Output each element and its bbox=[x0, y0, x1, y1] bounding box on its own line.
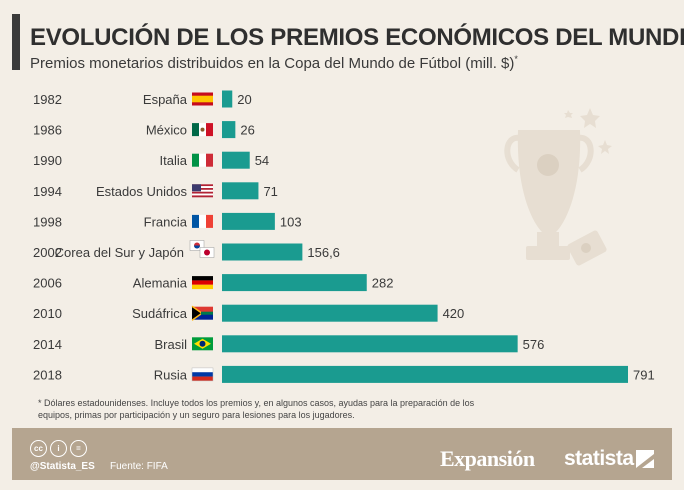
host-country-label: Sudáfrica bbox=[132, 306, 188, 321]
host-country-label: Corea del Sur y Japón bbox=[55, 245, 184, 260]
bar bbox=[222, 304, 438, 322]
chart-row: 2014 Brasil 576 bbox=[33, 335, 545, 353]
value-label: 54 bbox=[255, 153, 269, 168]
host-country-label: Estados Unidos bbox=[96, 184, 188, 199]
germany-flag-icon bbox=[192, 276, 213, 290]
bar bbox=[222, 335, 518, 353]
chart-row: 1990 Italia 54 bbox=[33, 151, 269, 169]
bar-chart: 1982 España 20 1986 México 26 1990 Italia 54 1994… bbox=[33, 90, 655, 383]
value-label: 420 bbox=[443, 306, 465, 321]
chart-row: 2006 Alemania 282 bbox=[33, 274, 394, 292]
trophy-icon bbox=[504, 108, 612, 266]
value-label: 26 bbox=[240, 123, 254, 138]
footnote: * Dólares estadounidenses. Incluye todos… bbox=[38, 398, 475, 420]
year-tick-label: 2006 bbox=[33, 276, 62, 291]
bar bbox=[222, 243, 303, 261]
year-tick-label: 1982 bbox=[33, 92, 62, 107]
value-label: 576 bbox=[523, 337, 545, 352]
mexico-flag-icon bbox=[192, 123, 213, 137]
chart-row: 1994 Estados Unidos 71 bbox=[33, 182, 278, 200]
title-accent-bar bbox=[12, 14, 20, 70]
value-label: 103 bbox=[280, 214, 302, 229]
value-label: 156,6 bbox=[307, 245, 340, 260]
host-country-label: Francia bbox=[144, 214, 188, 229]
year-tick-label: 2018 bbox=[33, 367, 62, 382]
russia-flag-icon bbox=[191, 367, 214, 382]
brazil-flag-icon bbox=[192, 337, 213, 351]
host-country-label: México bbox=[146, 123, 187, 138]
host-country-label: Italia bbox=[160, 153, 188, 168]
chart-subtitle: Premios monetarios distribuidos en la Co… bbox=[30, 54, 518, 72]
bar bbox=[222, 151, 250, 169]
chart-row: 2018 Rusia 791 bbox=[33, 365, 655, 383]
host-country-label: España bbox=[143, 92, 188, 107]
value-label: 20 bbox=[237, 92, 251, 107]
footer: cc i = @Statista_ES Fuente: FIFA Expansi… bbox=[12, 428, 672, 480]
year-tick-label: 1986 bbox=[33, 123, 62, 138]
value-label: 282 bbox=[372, 276, 394, 291]
chart-row: 1982 España 20 bbox=[33, 90, 252, 108]
france-flag-icon bbox=[192, 214, 213, 228]
value-label: 791 bbox=[633, 367, 655, 382]
year-tick-label: 2014 bbox=[33, 337, 62, 352]
subtitle-text: Premios monetarios distribuidos en la Co… bbox=[30, 55, 515, 72]
italy-flag-icon bbox=[192, 153, 213, 167]
year-tick-label: 1990 bbox=[33, 153, 62, 168]
expansion-logo[interactable]: Expansión bbox=[440, 446, 535, 471]
nd-icon: = bbox=[70, 440, 87, 457]
host-country-label: Rusia bbox=[154, 367, 188, 382]
statista-mark-icon bbox=[636, 450, 654, 468]
korea-japan-flag-icon bbox=[189, 240, 215, 258]
source-label: Fuente: FIFA bbox=[110, 461, 168, 472]
by-icon: i bbox=[50, 440, 67, 457]
statista-logo[interactable]: statista bbox=[564, 447, 634, 470]
value-label: 71 bbox=[263, 184, 277, 199]
year-tick-label: 2002 bbox=[33, 245, 62, 260]
chart-row: 1986 México 26 bbox=[33, 121, 255, 139]
spain-flag-icon bbox=[192, 92, 213, 106]
bar bbox=[222, 182, 259, 200]
bar bbox=[222, 212, 275, 230]
bar bbox=[222, 365, 628, 383]
cc-icon: cc bbox=[30, 440, 47, 457]
chart-title: EVOLUCIÓN DE LOS PREMIOS ECONÓMICOS DEL … bbox=[30, 24, 684, 51]
south-africa-flag-icon bbox=[191, 305, 213, 321]
chart-row: 2010 Sudáfrica 420 bbox=[33, 304, 465, 322]
host-country-label: Alemania bbox=[133, 276, 188, 291]
license-icons: cc i = bbox=[30, 440, 87, 457]
year-tick-label: 2010 bbox=[33, 306, 62, 321]
bar bbox=[222, 90, 233, 108]
host-country-label: Brasil bbox=[154, 337, 187, 352]
chart-row: 1998 Francia 103 bbox=[33, 212, 302, 230]
bar bbox=[222, 274, 367, 292]
social-handle[interactable]: @Statista_ES bbox=[30, 461, 95, 472]
bar bbox=[222, 121, 236, 139]
subtitle-asterisk: * bbox=[514, 54, 518, 64]
usa-flag-icon bbox=[192, 184, 213, 198]
year-tick-label: 1994 bbox=[33, 184, 62, 199]
year-tick-label: 1998 bbox=[33, 214, 62, 229]
